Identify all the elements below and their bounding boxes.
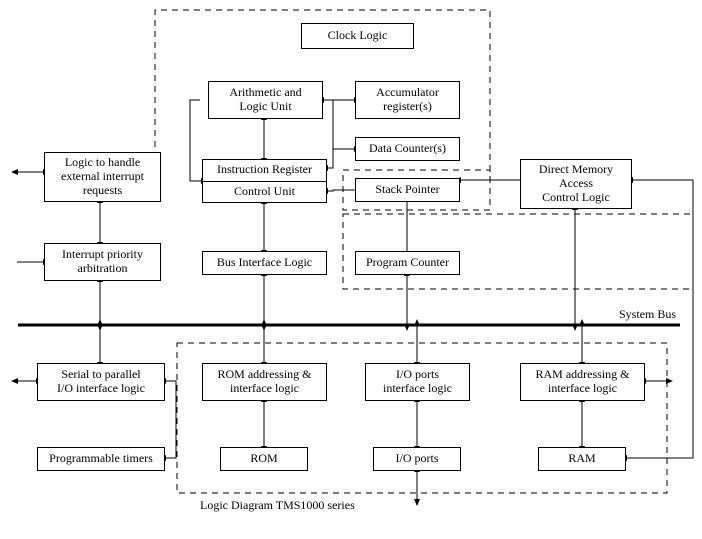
node-ir_cu-bottom: Control Unit: [203, 181, 326, 203]
diagram-title: Logic Diagram TMS1000 series: [200, 498, 355, 513]
node-io_addr: I/O portsinterface logic: [365, 363, 470, 401]
node-data_counters: Data Counter(s): [355, 137, 460, 161]
node-stack_ptr: Stack Pointer: [355, 178, 460, 202]
node-clock_logic: Clock Logic: [301, 23, 414, 49]
node-dma: Direct MemoryAccessControl Logic: [520, 159, 632, 209]
node-ram_addr: RAM addressing &interface logic: [520, 363, 645, 401]
node-bus_if: Bus Interface Logic: [202, 251, 327, 275]
node-ir_cu: Instruction RegisterControl Unit: [202, 159, 327, 203]
node-ser_par: Serial to parallelI/O interface logic: [37, 363, 165, 401]
node-alu: Arithmetic andLogic Unit: [208, 81, 323, 119]
bus-label: System Bus: [619, 307, 676, 322]
node-prog_timers: Programmable timers: [37, 447, 165, 471]
node-accum: Accumulatorregister(s): [355, 81, 460, 119]
node-ir_cu-top: Instruction Register: [203, 160, 326, 181]
node-intr_handle: Logic to handleexternal interruptrequest…: [44, 152, 161, 202]
node-prog_counter: Program Counter: [355, 251, 460, 275]
node-rom: ROM: [220, 447, 308, 471]
node-io_ports: I/O ports: [373, 447, 461, 471]
node-ram: RAM: [538, 447, 626, 471]
node-rom_addr: ROM addressing &interface logic: [202, 363, 327, 401]
node-intr_prio: Interrupt priorityarbitration: [44, 243, 161, 281]
